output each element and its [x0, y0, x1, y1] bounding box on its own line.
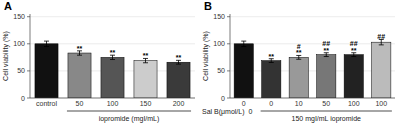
y-tick [227, 43, 230, 44]
x-tick-label: 100 [348, 100, 360, 107]
y-tick-label: 150 [213, 13, 225, 20]
annotation: ** [351, 47, 357, 54]
error-cap [351, 56, 356, 57]
bar [317, 55, 336, 98]
x-tick-label: 150 [140, 100, 152, 107]
y-axis-label: Cell viability (%) [202, 31, 210, 81]
y-tick [227, 70, 230, 71]
bars [35, 41, 190, 98]
panel-label: A [4, 0, 12, 12]
error-cap [241, 41, 246, 42]
panel: A 0 50 100 150 Cell viability (%) ** ** ** ** cont… [2, 0, 195, 123]
x-tick-label: 50 [322, 100, 330, 107]
annotation: ## [322, 40, 330, 47]
bar [344, 55, 363, 98]
y-axis-label: Cell viability (%) [2, 31, 10, 81]
grid-line [30, 16, 195, 17]
error-cap [77, 55, 82, 56]
figure: A050100150Cell viability (%)********cont… [0, 0, 400, 135]
grid-line [230, 16, 395, 17]
x-tick-label: 0 [242, 100, 246, 107]
bar [234, 44, 253, 98]
bar [35, 44, 58, 98]
error-cap [241, 46, 246, 47]
y-tick [27, 43, 30, 44]
error-cap [379, 44, 384, 45]
y-axis [30, 14, 31, 98]
y-tick-label: 100 [13, 40, 25, 47]
error-bar [44, 41, 49, 46]
x-axis-label: iopromide (mgI/mL) [99, 115, 160, 123]
x-tick-label: 50 [76, 100, 84, 107]
annotation: ** [77, 45, 83, 52]
y-tick-label: 50 [217, 67, 225, 74]
y-tick-label: 0 [21, 95, 25, 102]
y-tick [227, 98, 230, 99]
y-tick [27, 70, 30, 71]
error-cap [44, 46, 49, 47]
annotation: ## [377, 33, 385, 40]
panel-label: B [204, 0, 212, 12]
y-tick [27, 16, 30, 17]
grid-line [230, 98, 395, 99]
annotation: ** [176, 54, 182, 61]
x-axis [30, 98, 195, 99]
x-tick-label: 10 [295, 100, 303, 107]
bar [289, 57, 308, 98]
error-cap [143, 62, 148, 63]
y-tick [27, 98, 30, 99]
bar [68, 53, 91, 98]
grid-line [30, 98, 195, 99]
error-cap [176, 64, 181, 65]
grid-line [230, 43, 395, 44]
annotation: ** [296, 49, 302, 56]
panel: B050100150Cell viability (%)****#**##**#… [202, 0, 395, 123]
error-line [243, 41, 244, 46]
x-tick-label: 100 [107, 100, 119, 107]
error-cap [110, 59, 115, 60]
x-tick-label: 0 [269, 100, 273, 107]
x-axis-prefix-label: Sal B(μmol/L) 0 [202, 108, 252, 116]
y-tick [227, 16, 230, 17]
annotation: ** [324, 47, 330, 54]
error-cap [296, 59, 301, 60]
x-tick-label: control [36, 100, 57, 107]
x-axis-label: 150 mgI/mL iopromide [292, 115, 361, 123]
annotation: ## [350, 40, 358, 47]
y-tick-label: 100 [213, 40, 225, 47]
x-axis [230, 98, 395, 99]
bar [101, 57, 124, 98]
error-cap [44, 41, 49, 42]
error-line [46, 41, 47, 46]
bar [262, 61, 281, 98]
y-axis [230, 14, 231, 98]
bar [167, 62, 190, 98]
x-tick-label: 200 [173, 100, 185, 107]
annotation: ** [143, 52, 149, 59]
bar [134, 61, 157, 98]
y-tick-label: 50 [17, 67, 25, 74]
annotation: # [297, 43, 301, 50]
x-tick-label: 100 [375, 100, 387, 107]
bars [234, 39, 391, 98]
y-tick-label: 0 [221, 95, 225, 102]
error-bar [241, 41, 246, 46]
error-cap [324, 56, 329, 57]
error-cap [269, 62, 274, 63]
annotation: ** [110, 49, 116, 56]
group-bracket [261, 111, 392, 112]
bar [372, 42, 391, 98]
grid-line [230, 70, 395, 71]
group-bracket [67, 111, 191, 112]
y-tick-label: 150 [13, 13, 25, 20]
annotation: ** [269, 53, 275, 60]
